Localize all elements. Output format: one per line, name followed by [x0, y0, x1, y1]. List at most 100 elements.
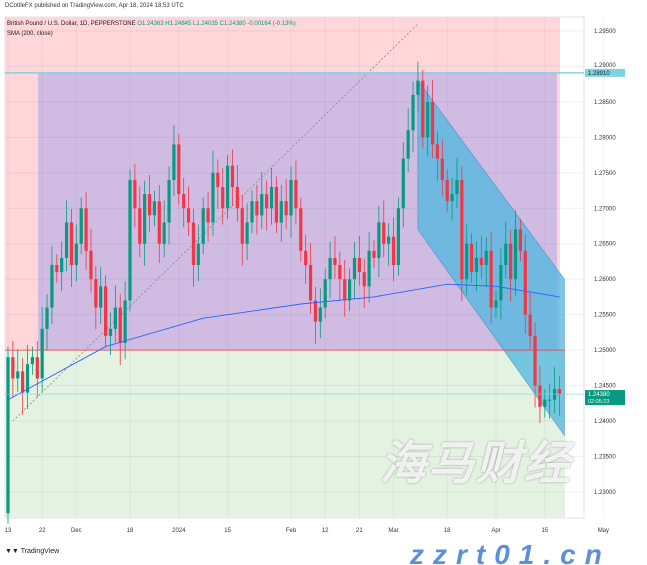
- tradingview-logo[interactable]: ▼▼ TradingView: [5, 548, 60, 555]
- candle-body: [50, 265, 54, 308]
- y-tick-label: 1.23000: [594, 490, 616, 496]
- y-tick-label: 1.27000: [594, 206, 616, 212]
- candle-body: [348, 279, 352, 301]
- ohlc-values: O1.24363 H1.24845 L1.24035 C1.24380 -0.0…: [137, 21, 296, 27]
- candle-body: [474, 257, 479, 273]
- candle-body: [406, 130, 410, 159]
- candle-body: [108, 328, 113, 336]
- y-tick-label: 1.24500: [594, 384, 616, 390]
- candle-body: [533, 335, 537, 386]
- candle-body: [391, 236, 396, 266]
- candle-body: [55, 265, 59, 273]
- x-tick-label: 12: [322, 528, 329, 534]
- candle-body: [79, 208, 83, 244]
- candle-body: [352, 257, 357, 280]
- y-tick-label: 1.28500: [594, 100, 616, 106]
- candle-body: [308, 265, 313, 301]
- target-zone: [5, 350, 565, 518]
- symbol-title: British Pound / U.S. Dollar, 1D, PEPPERS…: [7, 21, 136, 27]
- candle-body: [250, 201, 254, 223]
- candle-body: [499, 265, 503, 301]
- candle-body: [21, 371, 25, 393]
- candle-body: [45, 307, 49, 329]
- candle-body: [411, 94, 415, 131]
- candle-body: [104, 286, 108, 336]
- watermark-cn: 海马财经: [380, 437, 572, 489]
- candle-body: [455, 179, 459, 195]
- candle-body: [513, 229, 518, 280]
- candle-body: [538, 385, 542, 407]
- candle-body: [133, 179, 137, 209]
- candle-body: [152, 201, 156, 216]
- candle-body: [64, 222, 69, 258]
- candle-body: [216, 172, 220, 188]
- candle-body: [226, 165, 230, 209]
- candle-body: [557, 389, 562, 395]
- candle-body: [304, 250, 308, 266]
- candle-body: [289, 179, 293, 216]
- candle-body: [372, 250, 376, 258]
- candle-body: [362, 272, 366, 287]
- candle-body: [118, 307, 122, 344]
- candle-body: [494, 300, 498, 308]
- symbol-legend: British Pound / U.S. Dollar, 1D, PEPPERS…: [7, 21, 296, 27]
- price-label-box: [585, 390, 625, 406]
- candle-body: [99, 286, 103, 308]
- level-label-value: 1.28910: [588, 71, 610, 77]
- x-tick-label: 21: [356, 528, 363, 534]
- candle-body: [167, 179, 171, 223]
- candle-body: [157, 201, 161, 244]
- candle-body: [284, 201, 288, 216]
- x-tick-label: Apr: [491, 528, 500, 534]
- candle-body: [260, 194, 264, 216]
- candle-body: [523, 250, 527, 315]
- candle-body: [172, 144, 176, 180]
- candle-body: [460, 179, 464, 280]
- candle-body: [177, 144, 181, 195]
- x-tick-label: Mar: [388, 528, 398, 534]
- y-tick-label: 1.26500: [594, 242, 616, 248]
- candle-body: [11, 357, 15, 379]
- candle-body: [201, 208, 205, 244]
- candle-body: [548, 399, 552, 401]
- candle-body: [450, 194, 454, 202]
- price-label-value: 1.24380: [588, 392, 610, 398]
- candle-body: [435, 144, 440, 159]
- candle-body: [245, 222, 249, 244]
- candle-body: [94, 279, 98, 308]
- candle-body: [470, 243, 474, 273]
- candle-body: [509, 243, 513, 280]
- candle-body: [16, 371, 20, 379]
- candle-body: [416, 80, 420, 95]
- candle-body: [294, 179, 298, 209]
- candle-body: [387, 236, 391, 244]
- x-tick-label: 18: [444, 528, 451, 534]
- candle-body: [60, 257, 64, 273]
- dashed-trendline: [12, 23, 419, 422]
- candle-body: [465, 243, 469, 280]
- candle-body: [299, 208, 303, 251]
- candle-body: [504, 243, 508, 266]
- candle-body: [333, 257, 337, 266]
- candle-body: [313, 300, 318, 322]
- candle-body: [128, 179, 132, 301]
- candle-body: [255, 201, 259, 216]
- x-tick-label: Dec: [71, 528, 82, 534]
- y-tick-label: 1.28000: [594, 135, 616, 141]
- candle-body: [211, 172, 215, 223]
- candle-body: [147, 194, 152, 216]
- candle-body: [343, 279, 347, 301]
- candle-body: [274, 187, 278, 223]
- candle-body: [89, 250, 93, 280]
- candle-body: [377, 222, 381, 258]
- candle-body: [328, 257, 332, 280]
- candle-body: [74, 243, 78, 266]
- candle-body: [318, 307, 322, 322]
- candle-body: [440, 158, 444, 180]
- candle-body: [543, 399, 547, 407]
- candle-body: [162, 222, 166, 244]
- candle-body: [25, 364, 30, 393]
- candle-body: [279, 201, 283, 223]
- indicator-legend: SMA (200, close): [7, 31, 53, 37]
